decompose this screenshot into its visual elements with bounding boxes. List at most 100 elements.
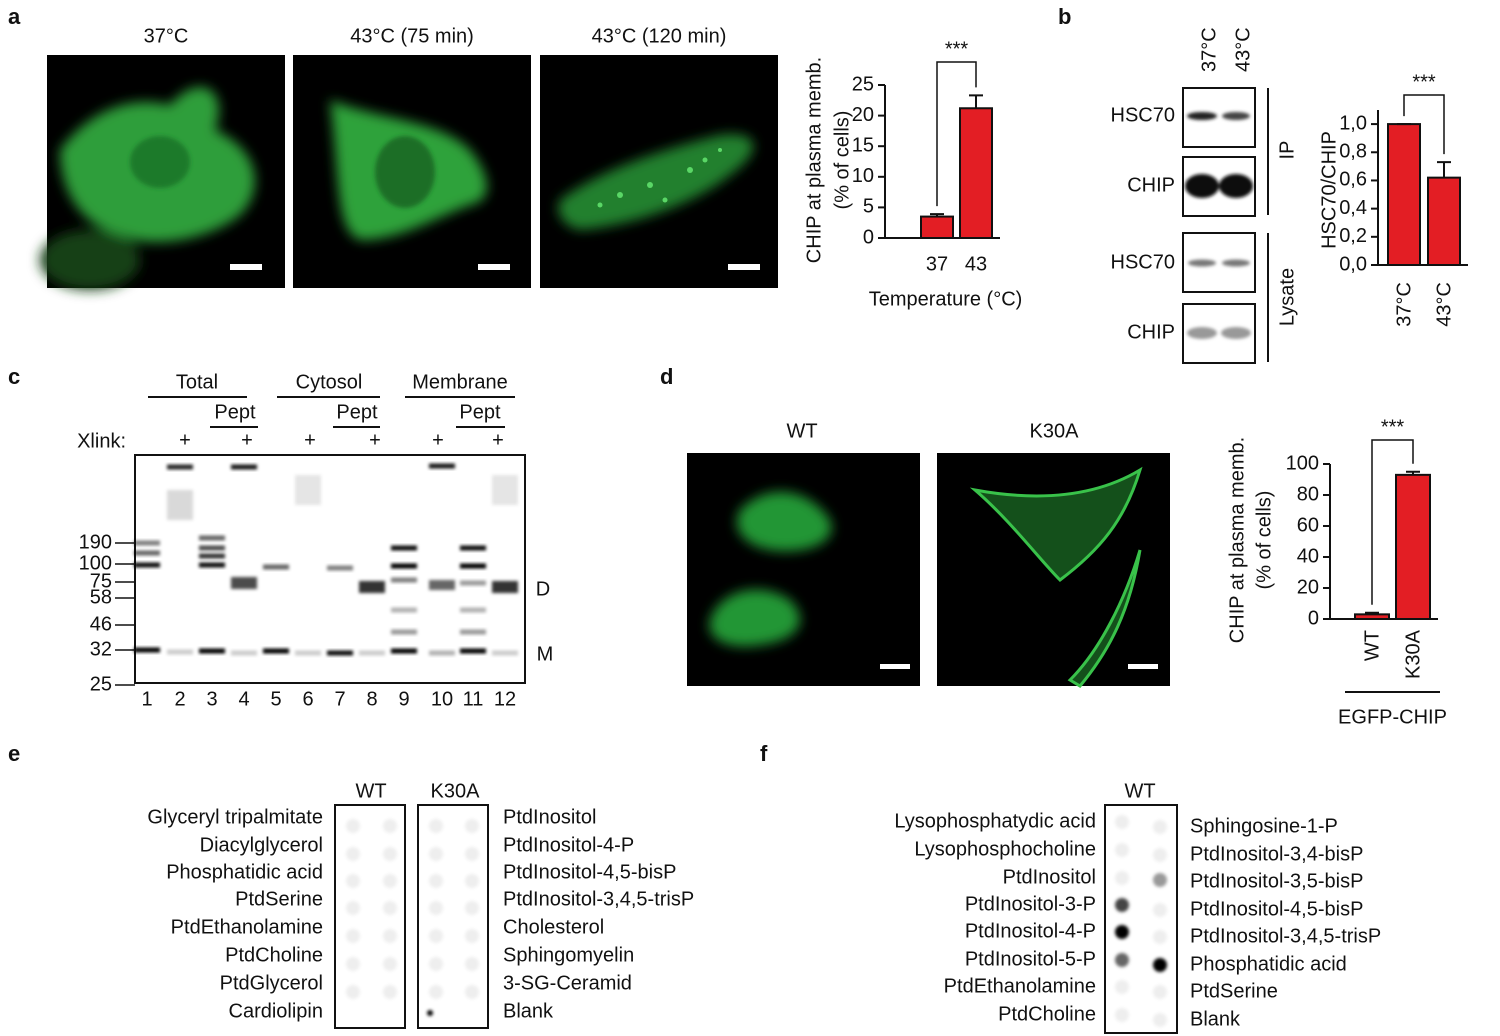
lipid-label: Sphingomyelin [503, 944, 634, 966]
dot [383, 957, 397, 971]
lipid-label: PtdInositol-3,5-bisP [1190, 870, 1363, 892]
lipid-label: PtdSerine [235, 888, 323, 910]
lipid-label: PtdInositol-3,4-bisP [1190, 843, 1363, 865]
significance-bracket [1403, 94, 1445, 155]
dot [427, 1010, 433, 1016]
lipid-label: PtdInositol-4-P [965, 920, 1096, 942]
y-tick-label: 100 [1286, 452, 1319, 474]
xlink-mark: + [369, 429, 381, 451]
dot [429, 874, 443, 888]
lane-number: 6 [302, 688, 313, 710]
lane-number: 2 [174, 688, 185, 710]
y-tick-label: 25 [852, 73, 874, 95]
lipid-label: Sphingosine-1-P [1190, 815, 1338, 837]
lipid-label: Phosphatidic acid [166, 861, 323, 883]
column-label: WT [1124, 780, 1155, 802]
y-tick-label: 10 [852, 165, 874, 187]
blot [1182, 87, 1256, 364]
x-tick-label: 37°C [1393, 282, 1415, 327]
y-tick-label: 80 [1297, 483, 1319, 505]
image-title: 37°C [144, 25, 189, 47]
dot [429, 847, 443, 861]
dot [383, 819, 397, 833]
marker-label: 75 [90, 570, 112, 592]
group-label: Cytosol [296, 371, 363, 393]
lipid-label: Phosphatidic acid [1190, 953, 1347, 975]
dot [1153, 820, 1167, 834]
gel-band [460, 545, 486, 551]
x-tick-label: WT [1361, 630, 1383, 661]
blot-label: CHIP [1127, 321, 1175, 343]
lipid-label: PtdEthanolamine [171, 916, 323, 938]
dot [346, 957, 360, 971]
lane-label: 43°C [1232, 27, 1254, 72]
gel-band [460, 580, 486, 586]
dot [1115, 1008, 1129, 1022]
panel-label: f [760, 741, 768, 766]
gel-band [460, 607, 486, 613]
y-tick-label: 1,0 [1339, 112, 1367, 134]
bar [1427, 176, 1461, 267]
dot [1153, 848, 1167, 862]
lipid-label: PtdInositol-5-P [965, 948, 1096, 970]
dot [1115, 815, 1129, 829]
gel-bands [134, 463, 518, 656]
dot [429, 901, 443, 915]
marker-label: 46 [90, 613, 112, 635]
marker-label: 100 [79, 552, 112, 574]
dot [383, 985, 397, 999]
gel-band [391, 629, 417, 635]
dots [346, 815, 1167, 1027]
blot-label: HSC70 [1111, 104, 1175, 126]
x-tick-label: 37 [926, 253, 948, 275]
y-tick-label: 40 [1297, 545, 1319, 567]
bar [1387, 123, 1421, 266]
dot [429, 929, 443, 943]
gel-band [199, 553, 225, 559]
gel-band [199, 648, 225, 654]
bar [1354, 613, 1390, 620]
bar [1395, 473, 1431, 620]
lane-number: 10 [431, 688, 453, 710]
gel-band [429, 463, 455, 469]
error-bar [1406, 470, 1420, 475]
y-tick-label: 0 [1308, 607, 1319, 629]
dot [429, 819, 443, 833]
gel-band [492, 650, 518, 656]
gel-band [231, 464, 257, 470]
lipid-label: Lysophosphocholine [914, 838, 1096, 860]
error-bar [930, 213, 944, 217]
dot [346, 874, 360, 888]
xlink-mark: + [241, 429, 253, 451]
dot [1153, 985, 1167, 999]
lipid-label: PtdInositol [503, 806, 596, 828]
gel-band [391, 607, 417, 613]
gel-band [263, 648, 289, 654]
xlink-mark: + [432, 429, 444, 451]
dot [1115, 980, 1129, 994]
dot [383, 847, 397, 861]
lipid-label: Blank [1190, 1008, 1241, 1030]
dot [465, 847, 479, 861]
dot [1115, 871, 1129, 885]
y-tick-label: 60 [1297, 514, 1319, 536]
gel-band [359, 650, 385, 656]
dot [1153, 930, 1167, 944]
dot [346, 819, 360, 833]
gel-band [460, 629, 486, 635]
band-label: D [536, 578, 550, 600]
gel-band [167, 649, 193, 655]
lipid-label: PtdInositol-4-P [503, 834, 634, 856]
gel-band [391, 545, 417, 551]
bar [959, 107, 993, 239]
gel-band [391, 648, 417, 654]
dot [383, 929, 397, 943]
gel-band [391, 577, 417, 583]
lipid-label: Cholesterol [503, 916, 604, 938]
y-axis-label: HSC70/CHIP [1318, 131, 1340, 249]
error-bar [1437, 161, 1451, 178]
xlink-mark: + [492, 429, 504, 451]
lane-label: 37°C [1198, 27, 1220, 72]
gel-band [231, 577, 257, 589]
dot [1115, 843, 1129, 857]
